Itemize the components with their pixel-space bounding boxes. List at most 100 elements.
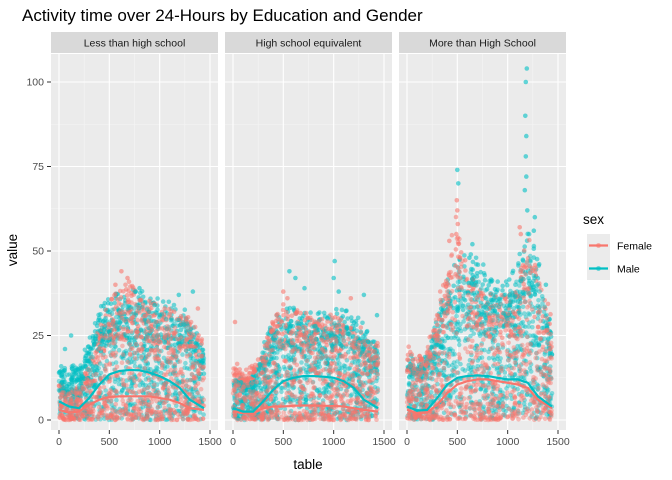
data-point: [170, 318, 175, 323]
data-point: [527, 237, 532, 243]
data-point: [199, 354, 204, 359]
x-tick-label: 1500: [372, 436, 396, 448]
data-point: [444, 278, 449, 284]
data-point: [355, 351, 361, 357]
data-point: [521, 248, 527, 253]
data-point: [93, 371, 99, 377]
data-point: [121, 316, 127, 322]
data-point: [113, 401, 118, 407]
data-point: [118, 334, 123, 340]
data-point: [173, 390, 178, 396]
data-point: [68, 398, 73, 404]
data-point: [124, 292, 130, 298]
data-point: [93, 333, 98, 339]
data-point: [453, 247, 459, 252]
data-point: [127, 375, 132, 381]
data-point: [136, 347, 142, 352]
data-point: [168, 355, 174, 361]
data-point: [149, 306, 154, 311]
data-point: [107, 361, 113, 366]
data-point: [536, 261, 542, 267]
data-point: [151, 333, 157, 338]
data-point: [178, 334, 184, 339]
data-point: [335, 370, 340, 376]
data-point: [112, 412, 118, 418]
data-point: [62, 346, 68, 352]
data-point: [346, 417, 351, 423]
data-point: [191, 364, 196, 369]
data-point: [302, 317, 308, 323]
data-point: [311, 412, 316, 417]
data-point: [312, 331, 318, 337]
data-point: [57, 369, 63, 375]
data-point: [135, 398, 141, 404]
data-point: [138, 341, 144, 347]
data-point: [311, 393, 317, 399]
data-point: [117, 325, 123, 330]
data-point: [235, 384, 240, 389]
data-point: [341, 331, 346, 336]
x-tick-label: 500: [101, 436, 119, 448]
data-point: [164, 345, 169, 351]
data-point: [92, 361, 97, 366]
x-tick-label: 1000: [148, 436, 172, 448]
data-point: [167, 312, 172, 317]
data-point: [184, 336, 189, 342]
data-point: [272, 324, 278, 329]
data-point: [362, 354, 368, 360]
data-point: [128, 346, 134, 352]
data-point: [125, 299, 130, 305]
data-point: [198, 386, 204, 392]
data-point: [127, 360, 132, 366]
data-point: [304, 331, 309, 336]
data-point: [78, 377, 83, 383]
data-point: [323, 360, 328, 366]
data-point: [88, 345, 94, 351]
data-point: [146, 309, 152, 315]
data-point: [131, 375, 136, 381]
data-point: [195, 368, 200, 374]
data-point: [492, 287, 498, 292]
data-point: [332, 321, 337, 326]
data-point: [156, 319, 162, 324]
data-point: [290, 348, 296, 353]
data-point: [190, 344, 196, 349]
data-point: [107, 391, 112, 397]
data-point: [277, 323, 283, 328]
data-point: [480, 282, 486, 287]
data-point: [91, 339, 96, 345]
data-point: [62, 394, 68, 400]
data-point: [488, 279, 494, 285]
facet-strip: [51, 32, 218, 53]
data-point: [320, 347, 325, 352]
data-point: [170, 323, 175, 329]
data-point: [147, 402, 152, 408]
data-point: [79, 366, 85, 371]
data-point: [144, 326, 149, 332]
x-tick-label: 0: [230, 436, 236, 448]
data-point: [312, 323, 318, 329]
data-point: [339, 307, 345, 313]
data-point: [171, 410, 177, 416]
data-point: [172, 362, 178, 367]
data-point: [152, 302, 157, 308]
data-point: [282, 330, 287, 335]
data-point: [106, 324, 111, 330]
data-point: [180, 413, 185, 419]
data-point: [94, 349, 100, 354]
data-point: [157, 326, 162, 331]
data-point: [283, 324, 288, 330]
data-point: [138, 334, 144, 340]
data-point: [73, 372, 79, 377]
data-point: [360, 384, 365, 389]
data-point: [162, 372, 167, 377]
data-point: [375, 371, 381, 377]
data-point: [99, 325, 105, 331]
data-point: [97, 390, 102, 395]
data-point: [140, 316, 145, 321]
data-point: [133, 383, 138, 389]
data-point: [177, 348, 182, 354]
data-point: [309, 318, 315, 323]
data-point: [473, 255, 479, 261]
